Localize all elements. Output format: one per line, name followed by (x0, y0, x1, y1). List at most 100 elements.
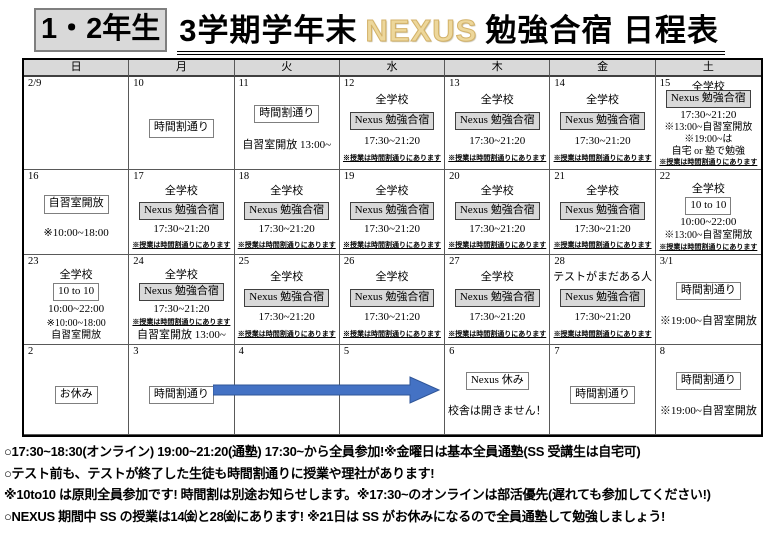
cell-item-text: ※19:00~自習室開放 (659, 315, 757, 328)
cell-content: 全学校 Nexus 勉強合宿 17:30~21:20 ※授業は時間割通りにあります (236, 267, 338, 343)
calendar-cell: 28 テストがまだある人 Nexus 勉強合宿 17:30~21:20 ※授業は時間割通… (550, 255, 656, 345)
cell-content: 全学校 Nexus 勉強合宿 17:30~21:20 ※授業は時間割通りにあります (341, 267, 443, 343)
cell-item-note: ※授業は時間割通りにあります (659, 242, 758, 251)
weekday-header: 火 (234, 60, 340, 77)
cell-item-text: 17:30~21:20 (363, 311, 421, 324)
cell-item-boxgray: Nexus 勉強合宿 (244, 288, 330, 307)
cell-date: 13 (449, 78, 460, 89)
cell-date: 26 (343, 256, 355, 267)
cell-item-box: 時間割通り (675, 372, 741, 391)
cell-item-text: 全学校 (375, 185, 409, 198)
calendar-cell: 17 全学校 Nexus 勉強合宿 17:30~21:20 ※授業は時間割通りにあります (129, 170, 235, 255)
cell-date: 14 (554, 78, 565, 89)
calendar-cell: 2 お休み (24, 345, 130, 435)
cell-content: 全学校 Nexus 勉強合宿 17:30~21:20 ※授業は時間割通りにあります (341, 89, 443, 168)
calendar-cell: 8 時間割通り ※19:00~自習室開放 (655, 345, 761, 435)
cell-item-note: ※授業は時間割通りにあります (553, 240, 652, 249)
cell-item-text: 全学校 (270, 185, 304, 198)
cell-date: 17 (133, 171, 144, 182)
cell-content: 時間割通り 自習室開放 13:00~ (236, 89, 338, 168)
cell-item-text: 17:30~21:20 (363, 223, 421, 236)
cell-item-note: ※授業は時間割通りにあります (237, 240, 336, 249)
cell-item-boxgray: Nexus 勉強合宿 (560, 201, 645, 220)
calendar-cell: 12 全学校 Nexus 勉強合宿 17:30~21:20 ※授業は時間割通りにあります (339, 77, 446, 170)
cell-item-text: ※19:00~自習室開放 (659, 405, 757, 418)
cell-item-text: 17:30~21:20 (574, 223, 631, 236)
cell-content: お休み (25, 357, 127, 433)
cell-item-note: ※授業は時間割通りにあります (659, 158, 758, 167)
cell-content: 全学校 10 to 10 10:00~22:00 ※10:00~18:00 自習室開放 (25, 267, 127, 343)
cell-item-note: ※授業は時間割通りにあります (448, 329, 547, 338)
cell-item-text: 全学校 (691, 183, 725, 196)
right-arrow-shape (212, 376, 441, 404)
cell-content (25, 89, 127, 168)
calendar-cell: 18 全学校 Nexus 勉強合宿 17:30~21:20 ※授業は時間割通りにあります (234, 170, 340, 255)
weekday-header: 土 (655, 60, 761, 77)
cell-content: 全学校 Nexus 勉強合宿 17:30~21:20 ※授業は時間割通りにあります (446, 182, 548, 253)
cell-item-text: 自習室開放 13:00~ (137, 328, 226, 341)
weekday-header: 月 (129, 60, 235, 77)
grade-badge: 1・2年生 (34, 7, 168, 53)
cell-item-boxgray: Nexus 勉強合宿 (138, 282, 224, 302)
cell-item-text: 17:30~21:20 (469, 223, 526, 236)
cell-item-note: ※授業は時間割通りにあります (553, 153, 652, 162)
cell-date: 12 (343, 78, 355, 89)
cell-date: 6 (449, 346, 455, 357)
cell-date: 19 (343, 171, 355, 182)
note-line: ※10to10 は原則全員参加です! 時間割は別途お知らせします。※17:30~… (4, 487, 711, 502)
cell-date: 22 (659, 171, 671, 182)
calendar-cell: 26 全学校 Nexus 勉強合宿 17:30~21:20 ※授業は時間割通りにあります (339, 255, 446, 345)
cell-item-text: 全学校 (586, 185, 620, 198)
cell-item-text: 全学校 (586, 94, 620, 107)
cell-item-sub: ※13:00~自習室開放 (664, 229, 753, 241)
cell-date: 3 (133, 346, 139, 357)
cell-content: 全学校 Nexus 勉強合宿 17:30~21:20 ※授業は時間割通りにあります (446, 267, 548, 343)
cell-item-sub: ※13:00~自習室開放 (664, 122, 753, 134)
cell-item-note: ※授業は時間割通りにあります (342, 329, 441, 338)
cell-item-text: 17:30~21:20 (680, 108, 737, 121)
cell-content: 全学校 Nexus 勉強合宿 17:30~21:20 ※授業は時間割通りにあります (236, 182, 338, 253)
cell-item-text: 全学校 (480, 185, 514, 198)
cell-item-box: お休み (54, 385, 98, 405)
calendar-cell: 19 全学校 Nexus 勉強合宿 17:30~21:20 ※授業は時間割通りにあります (339, 170, 446, 255)
cell-item-boxgray: Nexus 勉強合宿 (454, 288, 540, 307)
calendar-cell: 6 Nexus 休み校舎は開きません！ (445, 345, 551, 435)
cell-item-boxgray: Nexus 勉強合宿 (349, 201, 435, 220)
cell-item-note: ※授業は時間割通りにあります (132, 240, 231, 249)
cell-date: 18 (238, 171, 250, 182)
cell-item-box: 自習室開放 (43, 195, 109, 214)
cell-content: 全学校 Nexus 勉強合宿 17:30~21:20 ※授業は時間割通りにあります (551, 182, 653, 253)
cell-item-box: 時間割通り (675, 282, 741, 301)
cell-content: 全学校 Nexus 勉強合宿 17:30~21:20 ※授業は時間割通りにあります (341, 182, 443, 253)
cell-item-box: Nexus 休み (465, 372, 529, 391)
cell-item-note: ※授業は時間割通りにあります (448, 240, 547, 249)
cell-item-sub: ※10:00~18:00 (46, 317, 106, 329)
note-line: ○テスト前も、テストが終了した生徒も時間割通りに授業や理社があります! (4, 465, 435, 481)
cell-item-note: ※授業は時間割通りにあります (342, 153, 441, 162)
calendar-cell: 25 全学校 Nexus 勉強合宿 17:30~21:20 ※授業は時間割通りにあります (234, 255, 340, 345)
weekday-header: 木 (445, 60, 551, 77)
schedule-arrow (212, 376, 441, 404)
cell-item-text: 17:30~21:20 (469, 135, 526, 148)
cell-item-text: ※10:00~18:00 (43, 226, 109, 239)
calendar-cell: 14 全学校 Nexus 勉強合宿 17:30~21:20 ※授業は時間割通りにあります (550, 77, 656, 170)
cell-item-box: 時間割通り (570, 385, 636, 405)
cell-date: 11 (238, 78, 249, 89)
calendar-cell: 2/9 (24, 77, 130, 170)
weekday-header: 金 (550, 60, 656, 77)
cell-item-text: 17:30~21:20 (363, 135, 421, 148)
cell-date: 2 (28, 346, 34, 357)
cell-item-text: テストがまだある人 (553, 271, 653, 284)
note-line: ○NEXUS 期間中 SS の授業は14㈮と28㈮にあります! ※21日は SS… (4, 508, 666, 524)
cell-item-text: 校舎は開きません！ (447, 405, 547, 418)
cell-item-text: 全学校 (480, 271, 514, 284)
cell-item-text: 全学校 (270, 271, 304, 284)
cell-date: 7 (554, 346, 560, 357)
calendar-cell: 23 全学校 10 to 10 10:00~22:00 ※10:00~18:00 自習室開… (24, 255, 130, 345)
title-part1: 3学期学年末 (179, 13, 358, 48)
cell-item-text: 17:30~21:20 (574, 135, 631, 148)
cell-date: 5 (343, 346, 350, 357)
cell-item-text: 全学校 (164, 185, 198, 198)
cell-item-sub: 自習室開放 (51, 330, 102, 342)
cell-date: 2/9 (28, 78, 42, 89)
